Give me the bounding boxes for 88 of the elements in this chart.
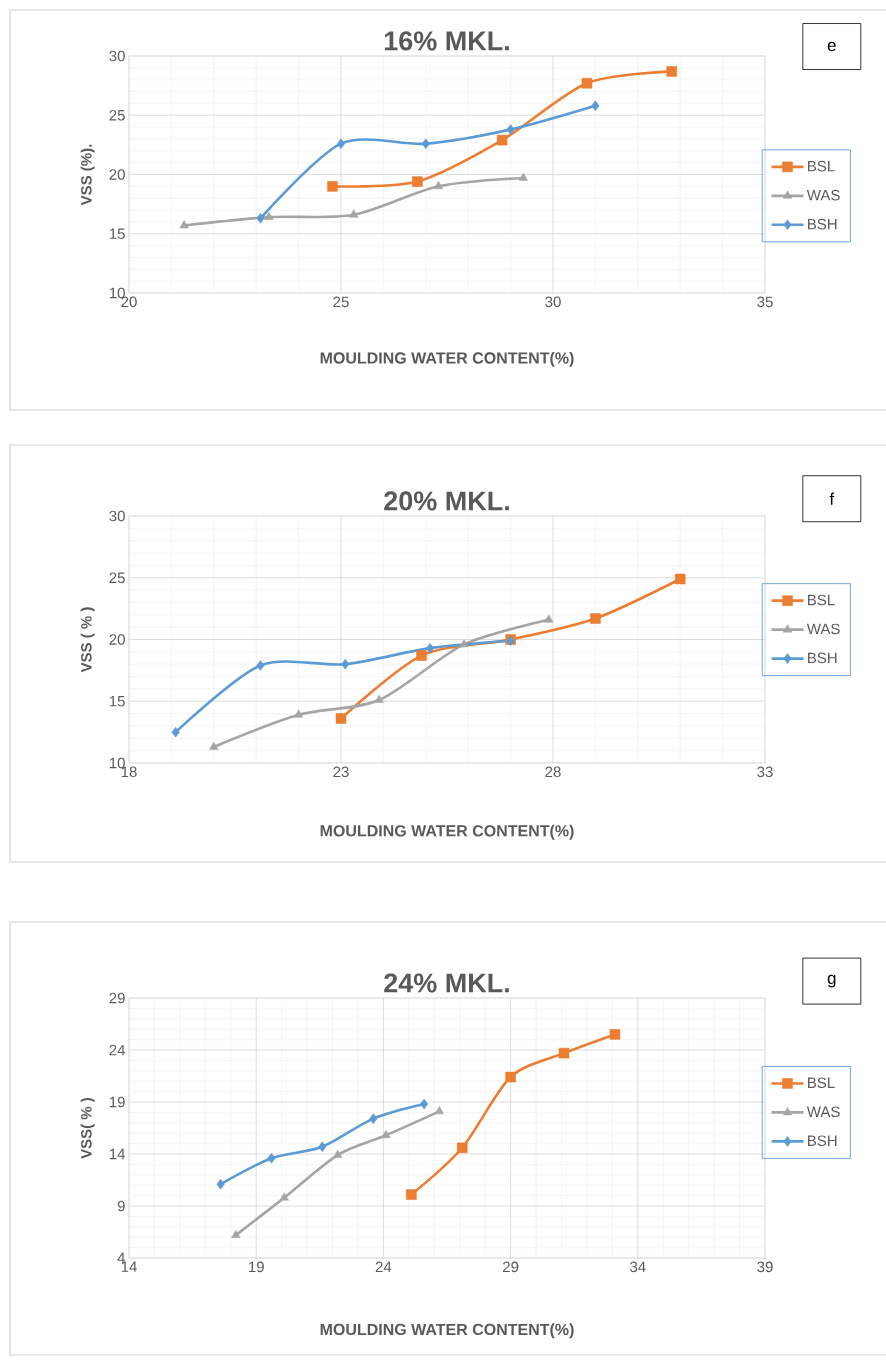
point [558, 1047, 570, 1059]
point [591, 100, 600, 112]
point [256, 660, 265, 671]
point [666, 66, 677, 77]
point [426, 642, 435, 654]
point [279, 1192, 289, 1201]
y-tick-label: 19 [109, 1096, 125, 1108]
point [294, 709, 304, 718]
x-tick-label: 24 [375, 1261, 392, 1273]
point [335, 713, 347, 724]
point [518, 172, 528, 181]
y-tick-label: 25 [109, 109, 125, 121]
text: f [829, 492, 835, 505]
point [581, 78, 593, 89]
y-tick-label: 24 [109, 1044, 126, 1056]
text: g [827, 974, 836, 988]
text: e [827, 41, 836, 52]
point [433, 181, 444, 190]
y-tick-label: 20 [109, 169, 125, 180]
x-tick-label: 34 [630, 1261, 646, 1273]
legend-label: BSH [808, 218, 837, 230]
point [179, 220, 189, 229]
x-tick-label: 28 [545, 766, 561, 778]
point [256, 213, 265, 224]
y-axis-title: VSS ( % ) [80, 607, 95, 673]
legend-label: BSL [808, 1077, 835, 1089]
x-tick-label: 25 [333, 296, 349, 308]
point [369, 1113, 378, 1124]
x-tick-label: 29 [503, 1261, 519, 1273]
y-tick-label: 9 [117, 1200, 125, 1212]
y-tick-label: 20 [109, 634, 125, 645]
point [506, 124, 515, 135]
x-tick-label: 33 [757, 766, 773, 778]
legend-label: WAS [806, 1106, 840, 1118]
point [406, 1189, 417, 1200]
y-tick-label: 25 [109, 572, 125, 584]
y-tick-label: 29 [109, 992, 125, 1004]
x-tick-label: 39 [757, 1261, 773, 1273]
x-tick-label: 30 [545, 296, 561, 308]
x-tick-label: 23 [333, 766, 349, 778]
point [216, 1178, 225, 1190]
x-axis-title: MOULDING WATER CONTENT(%) [320, 824, 574, 840]
point [496, 134, 508, 146]
x-tick-label: 35 [757, 296, 773, 308]
point [421, 138, 430, 149]
point [505, 1071, 516, 1083]
y-tick-label: 15 [109, 696, 125, 707]
point [374, 694, 384, 703]
point [544, 614, 554, 623]
point [381, 1130, 391, 1139]
x-axis-title: MOULDING WATER CONTENT(%) [320, 351, 574, 367]
point [231, 1229, 241, 1238]
point [264, 211, 274, 220]
legend-label: BSH [808, 652, 837, 664]
point [609, 1029, 621, 1040]
y-tick-label: 15 [109, 228, 125, 239]
point [590, 613, 601, 624]
x-axis-title: MOULDING WATER CONTENT(%) [320, 1323, 574, 1339]
legend-label: WAS [806, 623, 840, 635]
legend-label: BSH [808, 1135, 837, 1147]
point [349, 209, 359, 218]
point [434, 1106, 444, 1115]
y-axis-title: VSS( % ) [80, 1097, 95, 1159]
y-tick-label: 14 [109, 1148, 126, 1160]
point [337, 138, 345, 149]
point [209, 741, 219, 750]
y-tick-label: 30 [109, 50, 125, 62]
chart-title: 20% MKL. [384, 491, 509, 511]
point [171, 726, 180, 738]
point [267, 1152, 276, 1164]
x-tick-label: 19 [249, 1261, 264, 1273]
point [459, 639, 469, 648]
legend-label: WAS [806, 189, 840, 201]
point [327, 181, 338, 192]
point [318, 1141, 327, 1152]
point [457, 1142, 468, 1154]
chart-title: 16% MKL. [384, 31, 509, 51]
point [674, 573, 686, 585]
point [420, 1098, 429, 1110]
y-tick-label: 30 [109, 510, 125, 522]
point [416, 650, 427, 661]
legend-label: BSL [808, 160, 835, 172]
legend-label: BSL [808, 594, 835, 606]
chart-title: 24% MKL. [384, 973, 509, 993]
y-axis-title: VSS (%). [80, 144, 95, 206]
point [412, 176, 423, 187]
point [333, 1149, 343, 1158]
point [341, 658, 350, 670]
